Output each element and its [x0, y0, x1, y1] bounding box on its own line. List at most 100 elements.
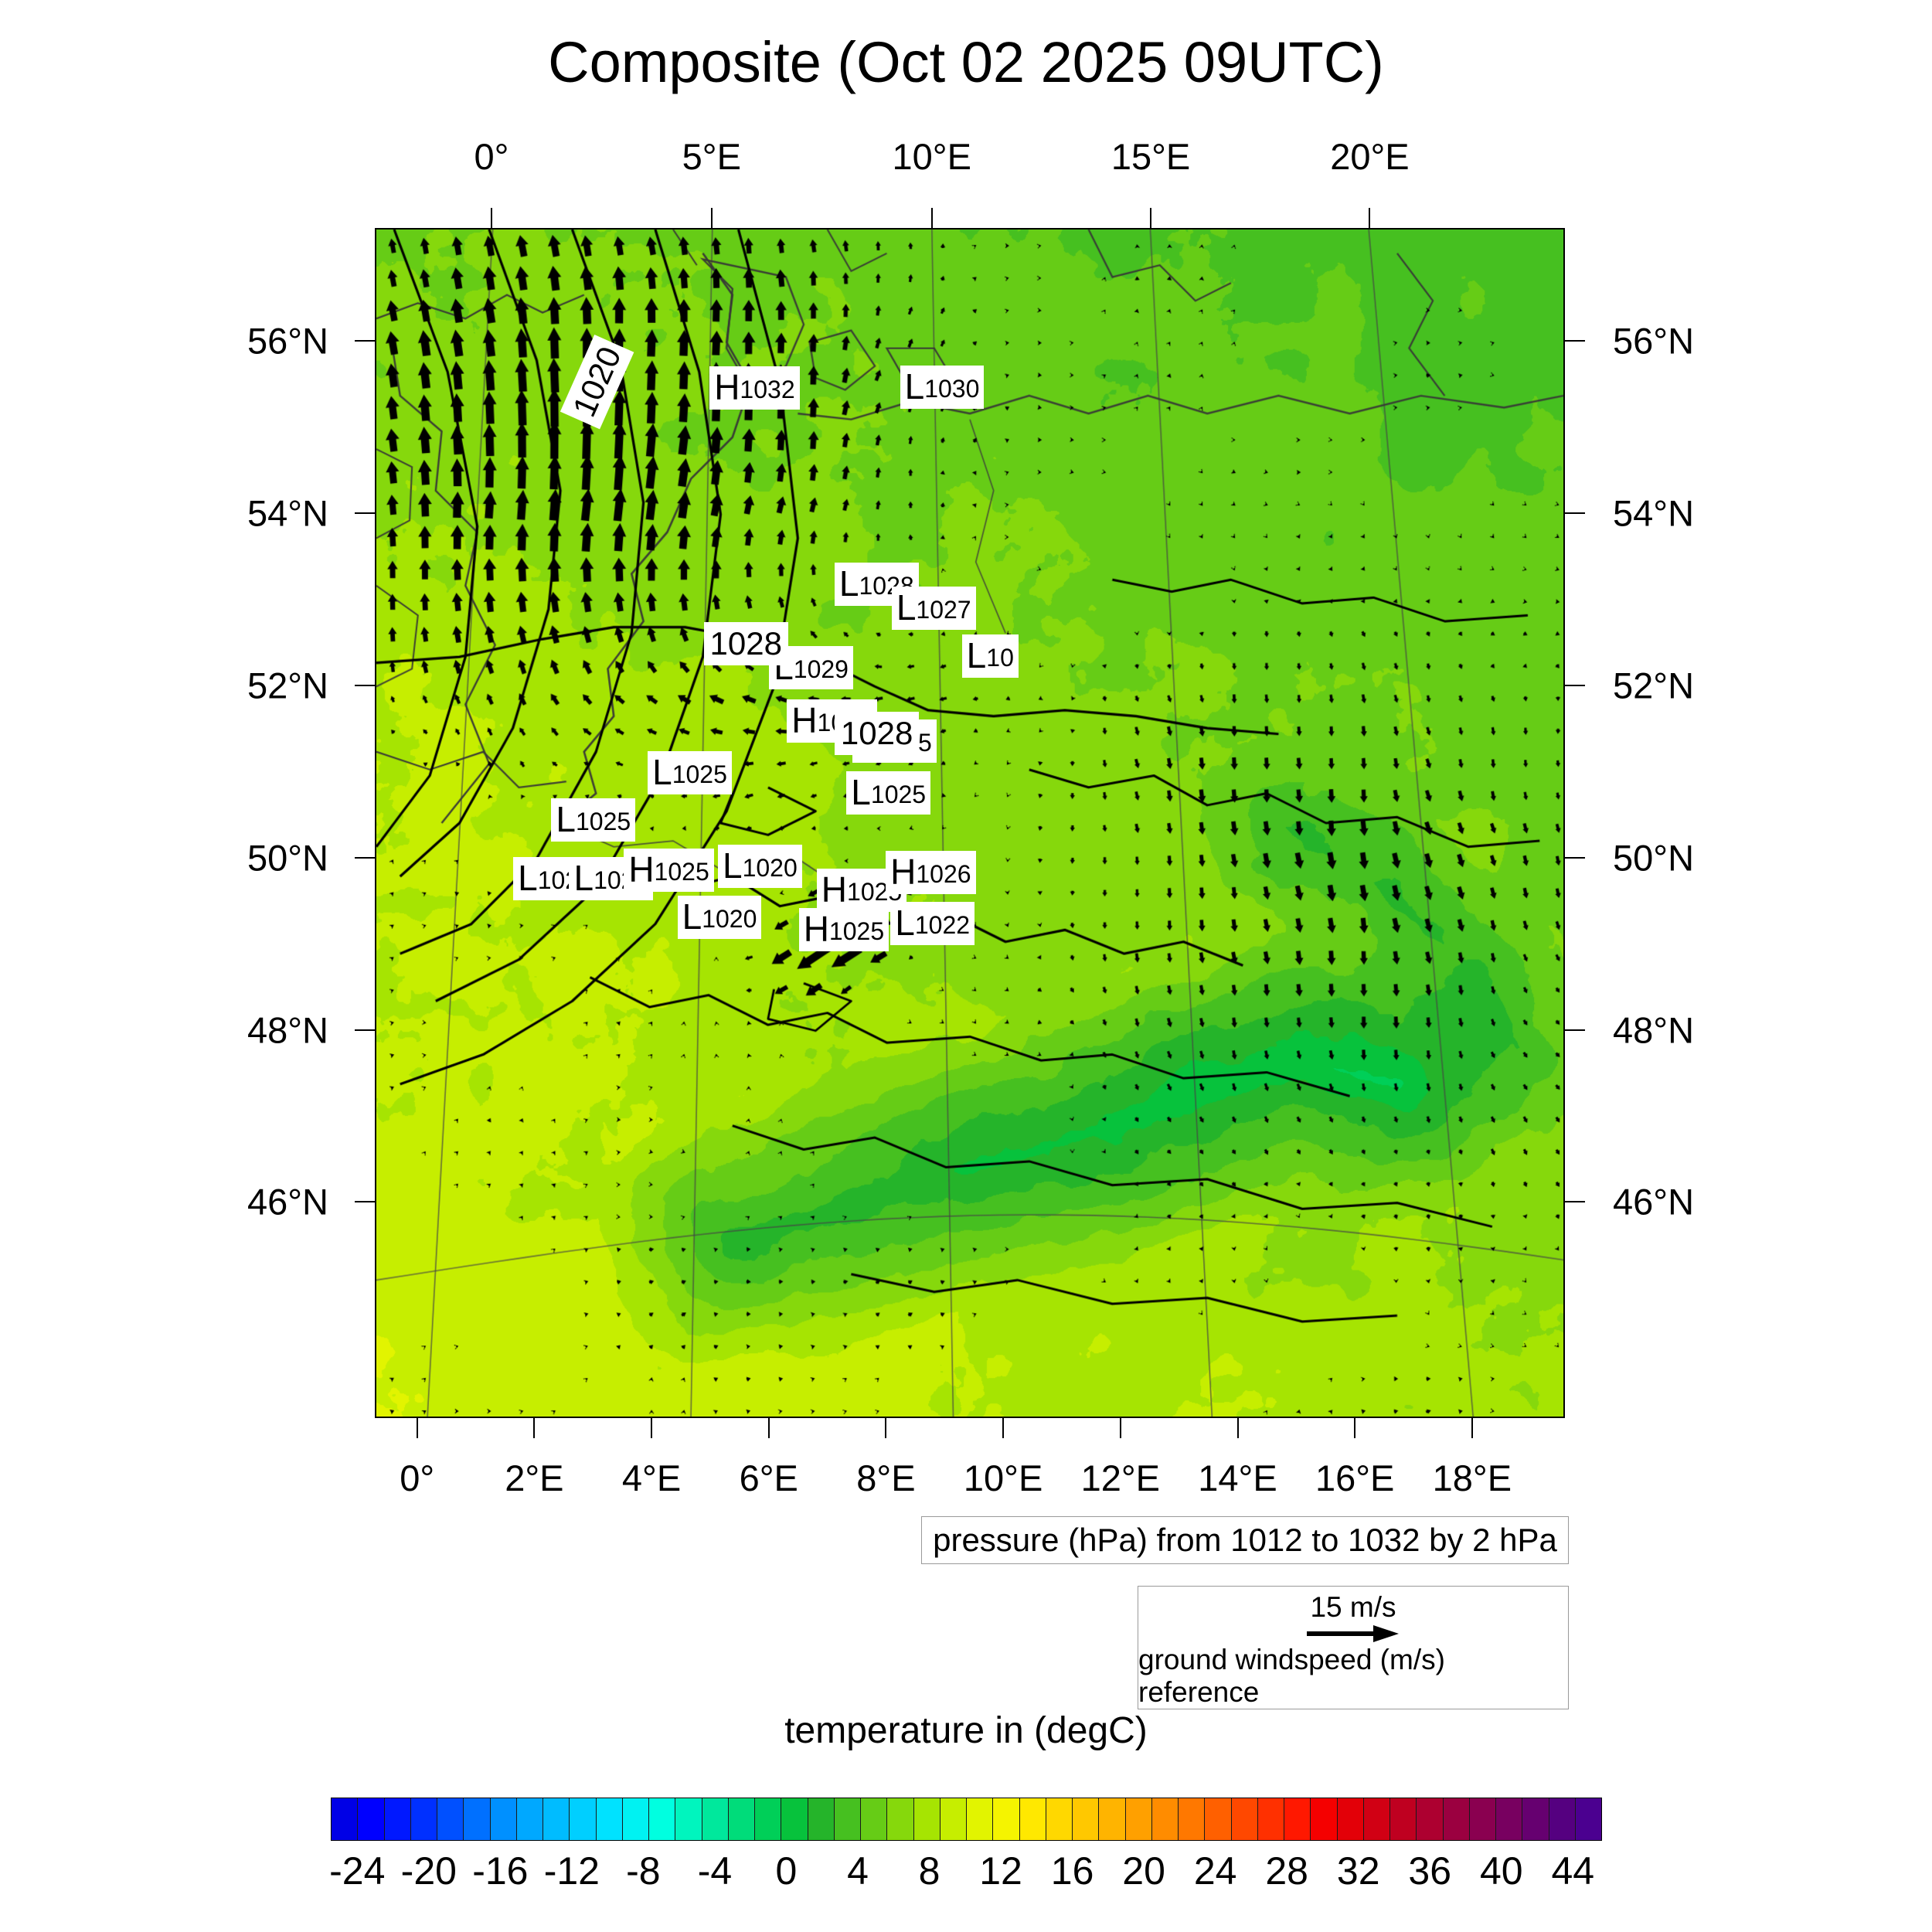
colorbar-swatch	[1443, 1798, 1470, 1840]
left-axis-tick-3	[355, 856, 375, 859]
pressure-center-type: H	[821, 869, 848, 910]
temperature-colorbar[interactable]	[331, 1798, 1602, 1841]
top-axis-label-3: 15°E	[1111, 136, 1191, 177]
right-arrow-icon	[1307, 1624, 1400, 1644]
colorbar-swatch	[967, 1798, 994, 1840]
pressure-center-type: L	[573, 857, 594, 898]
colorbar-tick-12: 24	[1193, 1849, 1237, 1893]
colorbar-swatch	[596, 1798, 623, 1840]
pressure-center-value: 1029	[793, 655, 849, 683]
pressure-center-value: 1022	[914, 911, 971, 940]
pressure-center-l-1: L1030	[900, 365, 985, 409]
pressure-center-l-17: L1022	[890, 902, 975, 946]
pressure-center-type: L	[851, 771, 871, 812]
colorbar-swatch	[1311, 1798, 1338, 1840]
pressure-center-h-12: H1025	[624, 848, 714, 892]
colorbar-tick-0: -24	[329, 1849, 386, 1893]
top-axis-tick-3	[1150, 208, 1152, 228]
isobar-label-1028-1: 1028	[703, 622, 788, 666]
top-axis-tick-2	[930, 208, 933, 228]
colorbar-swatch	[410, 1798, 437, 1840]
colorbar-tick-14: 32	[1336, 1849, 1380, 1893]
bottom-axis-label-4: 8°E	[856, 1458, 916, 1498]
pressure-center-value: 1025	[654, 857, 709, 886]
pressure-center-type: L	[652, 751, 672, 792]
colorbar-tick-4: -8	[626, 1849, 661, 1893]
pressure-center-l-8: L1025	[648, 750, 732, 794]
colorbar-swatch	[1522, 1798, 1549, 1840]
page-title: Composite (Oct 02 2025 09UTC)	[548, 30, 1384, 94]
colorbar-tick-1: -20	[400, 1849, 457, 1893]
colorbar-swatch	[834, 1798, 861, 1840]
colorbar-swatch	[570, 1798, 597, 1840]
colorbar-swatch	[649, 1798, 676, 1840]
pressure-center-value: 1027	[916, 596, 971, 624]
top-axis-tick-4	[1369, 208, 1371, 228]
colorbar-tick-13: 28	[1265, 1849, 1308, 1893]
pressure-center-l-2: L1028	[834, 563, 919, 607]
weather-map[interactable]: H1032L1030L1028L1027L1029H1029L1025L1025…	[375, 228, 1565, 1418]
pressure-center-h-18: H1025	[798, 907, 889, 951]
colorbar-swatch	[1019, 1798, 1046, 1840]
bottom-axis-tick-7	[1236, 1418, 1239, 1438]
bottom-axis-label-0: 0°	[400, 1458, 435, 1498]
bottom-axis-label-8: 16°E	[1315, 1458, 1395, 1498]
colorbar-swatch	[675, 1798, 702, 1840]
colorbar-tick-2: -16	[472, 1849, 529, 1893]
pressure-center-h-15: H1026	[886, 850, 976, 894]
isobar-label-1028-2: 1028	[834, 711, 920, 755]
bottom-axis-label-7: 14°E	[1198, 1458, 1277, 1498]
colorbar-swatch	[781, 1798, 808, 1840]
colorbar-swatch	[993, 1798, 1020, 1840]
pressure-center-type: L	[904, 366, 925, 406]
top-axis-tick-0	[490, 208, 492, 228]
left-axis-tick-4	[355, 1029, 375, 1031]
pressure-center-l-9: L1025	[551, 798, 636, 842]
pressure-center-value: 1020	[742, 854, 798, 883]
wind-reference-caption: ground windspeed (m/s) reference	[1138, 1644, 1445, 1708]
wind-magnitude-label: 15 m/s	[1310, 1591, 1396, 1623]
colorbar-swatch	[516, 1798, 543, 1840]
colorbar-swatch	[1417, 1798, 1444, 1840]
colorbar-swatch	[1549, 1798, 1576, 1840]
pressure-center-type: L	[556, 799, 576, 840]
right-axis-tick-2	[1565, 685, 1585, 687]
left-axis-label-4: 48°N	[247, 1009, 328, 1051]
bottom-axis-tick-8	[1354, 1418, 1356, 1438]
colorbar-swatch	[1257, 1798, 1284, 1840]
pressure-center-type: L	[896, 587, 917, 628]
pressure-legend-box: pressure (hPa) from 1012 to 1032 by 2 hP…	[921, 1516, 1569, 1564]
top-axis-label-4: 20°E	[1330, 136, 1410, 177]
right-axis-label-1: 54°N	[1613, 492, 1695, 534]
pressure-center-type: L	[682, 896, 702, 937]
bottom-axis-tick-9	[1471, 1418, 1473, 1438]
bottom-axis-tick-4	[885, 1418, 887, 1438]
colorbar-swatch	[543, 1798, 570, 1840]
pressure-center-type: L	[895, 903, 915, 944]
left-axis-label-1: 54°N	[247, 492, 328, 534]
colorbar-swatch	[1390, 1798, 1417, 1840]
colorbar-swatch	[1125, 1798, 1152, 1840]
left-axis-label-3: 50°N	[247, 837, 328, 879]
right-axis-label-4: 48°N	[1613, 1009, 1695, 1051]
bottom-axis-tick-1	[533, 1418, 536, 1438]
pressure-center-type: H	[803, 908, 829, 949]
colorbar-swatch	[332, 1798, 359, 1840]
bottom-axis-label-6: 12°E	[1080, 1458, 1161, 1498]
colorbar-swatch	[384, 1798, 411, 1840]
colorbar-swatch	[1151, 1798, 1179, 1840]
right-axis-tick-4	[1565, 1029, 1585, 1031]
pressure-center-type: H	[890, 851, 917, 892]
left-axis-label-5: 46°N	[247, 1181, 328, 1223]
left-axis-tick-0	[355, 340, 375, 342]
colorbar-swatch	[1575, 1798, 1601, 1840]
colorbar-tick-8: 8	[918, 1849, 940, 1893]
colorbar-swatch	[1284, 1798, 1311, 1840]
pressure-center-value: 1026	[916, 859, 971, 888]
left-axis-tick-1	[355, 512, 375, 514]
pressure-center-value: 1032	[740, 376, 795, 404]
colorbar-swatch	[1046, 1798, 1073, 1840]
pressure-center-value: 1025	[672, 760, 727, 788]
colorbar-swatch	[1496, 1798, 1523, 1840]
colorbar-swatch	[887, 1798, 914, 1840]
